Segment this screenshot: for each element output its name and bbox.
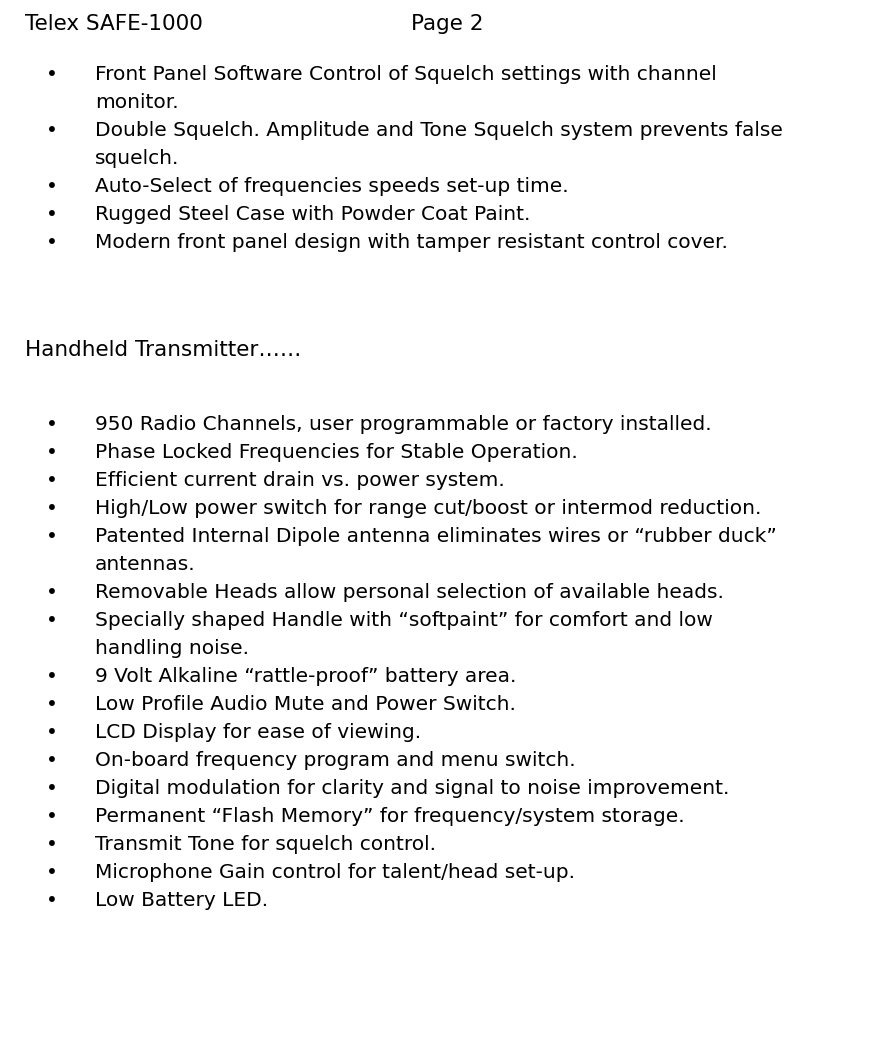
Text: Auto-Select of frequencies speeds set-up time.: Auto-Select of frequencies speeds set-up… (95, 177, 569, 196)
Text: •: • (46, 668, 58, 686)
Text: Low Battery LED.: Low Battery LED. (95, 891, 268, 909)
Text: •: • (46, 751, 58, 770)
Text: Low Profile Audio Mute and Power Switch.: Low Profile Audio Mute and Power Switch. (95, 695, 516, 714)
Text: •: • (46, 65, 58, 84)
Text: Permanent “Flash Memory” for frequency/system storage.: Permanent “Flash Memory” for frequency/s… (95, 807, 684, 826)
Text: Patented Internal Dipole antenna eliminates wires or “rubber duck”: Patented Internal Dipole antenna elimina… (95, 527, 777, 545)
Text: Digital modulation for clarity and signal to noise improvement.: Digital modulation for clarity and signa… (95, 779, 730, 798)
Text: •: • (46, 695, 58, 714)
Text: Rugged Steel Case with Powder Coat Paint.: Rugged Steel Case with Powder Coat Paint… (95, 205, 530, 224)
Text: •: • (46, 583, 58, 602)
Text: •: • (46, 835, 58, 854)
Text: 9 Volt Alkaline “rattle-proof” battery area.: 9 Volt Alkaline “rattle-proof” battery a… (95, 668, 516, 686)
Text: Efficient current drain vs. power system.: Efficient current drain vs. power system… (95, 471, 505, 490)
Text: handling noise.: handling noise. (95, 639, 249, 658)
Text: •: • (46, 891, 58, 909)
Text: Double Squelch. Amplitude and Tone Squelch system prevents false: Double Squelch. Amplitude and Tone Squel… (95, 121, 783, 140)
Text: High/Low power switch for range cut/boost or intermod reduction.: High/Low power switch for range cut/boos… (95, 499, 761, 518)
Text: Handheld Transmitter……: Handheld Transmitter…… (25, 340, 301, 360)
Text: Microphone Gain control for talent/head set-up.: Microphone Gain control for talent/head … (95, 863, 575, 882)
Text: squelch.: squelch. (95, 149, 179, 168)
Text: Telex SAFE-1000: Telex SAFE-1000 (25, 14, 203, 34)
Text: Specially shaped Handle with “softpaint” for comfort and low: Specially shaped Handle with “softpaint”… (95, 611, 713, 630)
Text: •: • (46, 779, 58, 798)
Text: Front Panel Software Control of Squelch settings with channel: Front Panel Software Control of Squelch … (95, 65, 717, 84)
Text: •: • (46, 177, 58, 196)
Text: •: • (46, 863, 58, 882)
Text: •: • (46, 499, 58, 518)
Text: Transmit Tone for squelch control.: Transmit Tone for squelch control. (95, 835, 436, 854)
Text: •: • (46, 807, 58, 826)
Text: •: • (46, 471, 58, 490)
Text: 950 Radio Channels, user programmable or factory installed.: 950 Radio Channels, user programmable or… (95, 415, 711, 434)
Text: •: • (46, 205, 58, 224)
Text: Removable Heads allow personal selection of available heads.: Removable Heads allow personal selection… (95, 583, 724, 602)
Text: •: • (46, 121, 58, 140)
Text: •: • (46, 611, 58, 630)
Text: •: • (46, 723, 58, 742)
Text: Modern front panel design with tamper resistant control cover.: Modern front panel design with tamper re… (95, 233, 728, 252)
Text: •: • (46, 415, 58, 434)
Text: monitor.: monitor. (95, 93, 178, 112)
Text: LCD Display for ease of viewing.: LCD Display for ease of viewing. (95, 723, 421, 742)
Text: On-board frequency program and menu switch.: On-board frequency program and menu swit… (95, 751, 576, 770)
Text: Phase Locked Frequencies for Stable Operation.: Phase Locked Frequencies for Stable Oper… (95, 443, 578, 462)
Text: •: • (46, 527, 58, 545)
Text: antennas.: antennas. (95, 555, 196, 574)
Text: Page 2: Page 2 (411, 14, 484, 34)
Text: •: • (46, 443, 58, 462)
Text: •: • (46, 233, 58, 252)
